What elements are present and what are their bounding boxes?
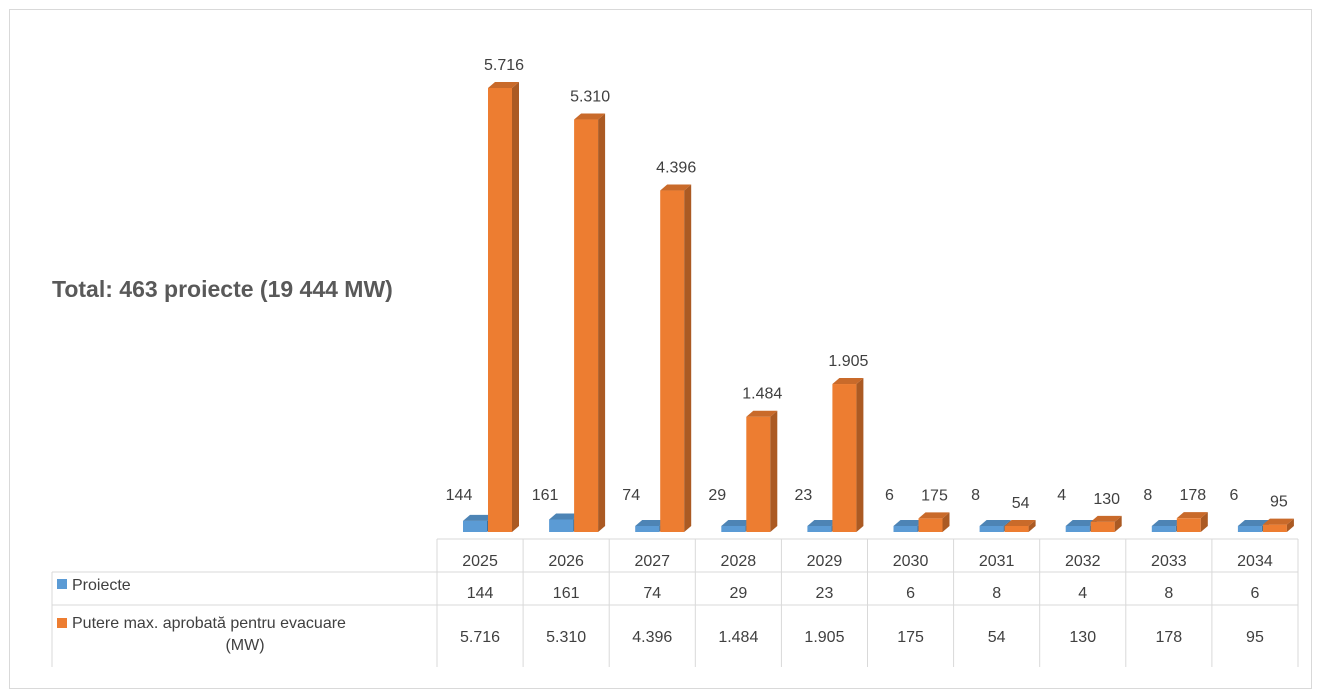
bar-putere bbox=[746, 410, 778, 532]
table-cell-putere: 95 bbox=[1246, 629, 1264, 646]
table-cell-putere: 4.396 bbox=[632, 629, 672, 646]
table-cell-putere: 5.716 bbox=[460, 629, 500, 646]
data-label-putere: 95 bbox=[1270, 494, 1288, 511]
table-cell-putere: 54 bbox=[988, 629, 1006, 646]
bar-putere bbox=[660, 184, 692, 532]
category-label: 2027 bbox=[634, 553, 670, 570]
data-label-putere: 1.484 bbox=[742, 386, 782, 403]
data-label-putere: 54 bbox=[1012, 495, 1030, 512]
table-cell-proiecte: 144 bbox=[467, 585, 494, 602]
category-label: 2025 bbox=[462, 553, 498, 570]
data-label-putere: 5.310 bbox=[570, 89, 610, 106]
table-cell-putere: 1.484 bbox=[718, 629, 758, 646]
table-cell-putere: 1.905 bbox=[804, 629, 844, 646]
table-cell-proiecte: 29 bbox=[729, 585, 747, 602]
table-cell-proiecte: 74 bbox=[643, 585, 661, 602]
category-label: 2033 bbox=[1151, 553, 1187, 570]
data-label-putere: 5.716 bbox=[484, 57, 524, 74]
data-label-proiecte: 8 bbox=[1143, 487, 1152, 504]
bar-putere bbox=[1004, 520, 1036, 532]
table-cell-proiecte: 6 bbox=[906, 585, 915, 602]
category-label: 2032 bbox=[1065, 553, 1101, 570]
data-label-proiecte: 74 bbox=[622, 487, 640, 504]
data-label-putere: 175 bbox=[921, 487, 948, 504]
category-label: 2031 bbox=[979, 553, 1015, 570]
data-label-proiecte: 29 bbox=[708, 487, 726, 504]
data-label-putere: 130 bbox=[1093, 491, 1120, 508]
series-name-proiecte: Proiecte bbox=[72, 577, 131, 594]
data-label-proiecte: 4 bbox=[1057, 487, 1066, 504]
bar-putere bbox=[574, 113, 606, 532]
category-label: 2028 bbox=[721, 553, 757, 570]
legend-key-proiecte bbox=[57, 579, 67, 589]
table-cell-proiecte: 8 bbox=[992, 585, 1001, 602]
category-label: 2029 bbox=[807, 553, 843, 570]
bar-putere bbox=[1262, 518, 1294, 532]
table-cell-proiecte: 4 bbox=[1078, 585, 1087, 602]
data-label-putere: 178 bbox=[1179, 487, 1206, 504]
table-cell-putere: 178 bbox=[1155, 629, 1182, 646]
category-label: 2026 bbox=[548, 553, 584, 570]
bar-putere bbox=[1090, 515, 1122, 532]
table-cell-proiecte: 161 bbox=[553, 585, 580, 602]
table-cell-proiecte: 23 bbox=[816, 585, 834, 602]
bar-putere bbox=[918, 512, 950, 532]
series-name-putere: Putere max. aprobată pentru evacuare (MW) bbox=[72, 615, 346, 654]
data-label-putere: 4.396 bbox=[656, 160, 696, 177]
data-label-proiecte: 6 bbox=[885, 487, 894, 504]
data-label-putere: 1.905 bbox=[828, 353, 868, 370]
data-label-proiecte: 144 bbox=[446, 487, 473, 504]
table-cell-putere: 130 bbox=[1069, 629, 1096, 646]
category-label: 2034 bbox=[1237, 553, 1273, 570]
bar-putere bbox=[832, 378, 864, 532]
table-cell-putere: 175 bbox=[897, 629, 924, 646]
table-cell-proiecte: 8 bbox=[1164, 585, 1173, 602]
data-label-proiecte: 6 bbox=[1229, 487, 1238, 504]
bar-putere bbox=[1176, 512, 1208, 532]
bar-putere bbox=[488, 82, 519, 532]
data-label-proiecte: 161 bbox=[532, 487, 559, 504]
legend-key-putere bbox=[57, 618, 67, 628]
category-label: 2030 bbox=[893, 553, 929, 570]
table-cell-proiecte: 6 bbox=[1250, 585, 1259, 602]
chart-total-annotation: Total: 463 proiecte (19 444 MW) bbox=[52, 276, 393, 302]
data-label-proiecte: 23 bbox=[795, 487, 813, 504]
chart-area: 144 5.716 161 5.310 74 4.396 29 1.484 23 1.905 6 17… bbox=[51, 57, 1299, 667]
data-label-proiecte: 8 bbox=[971, 487, 980, 504]
table-cell-putere: 5.310 bbox=[546, 629, 586, 646]
